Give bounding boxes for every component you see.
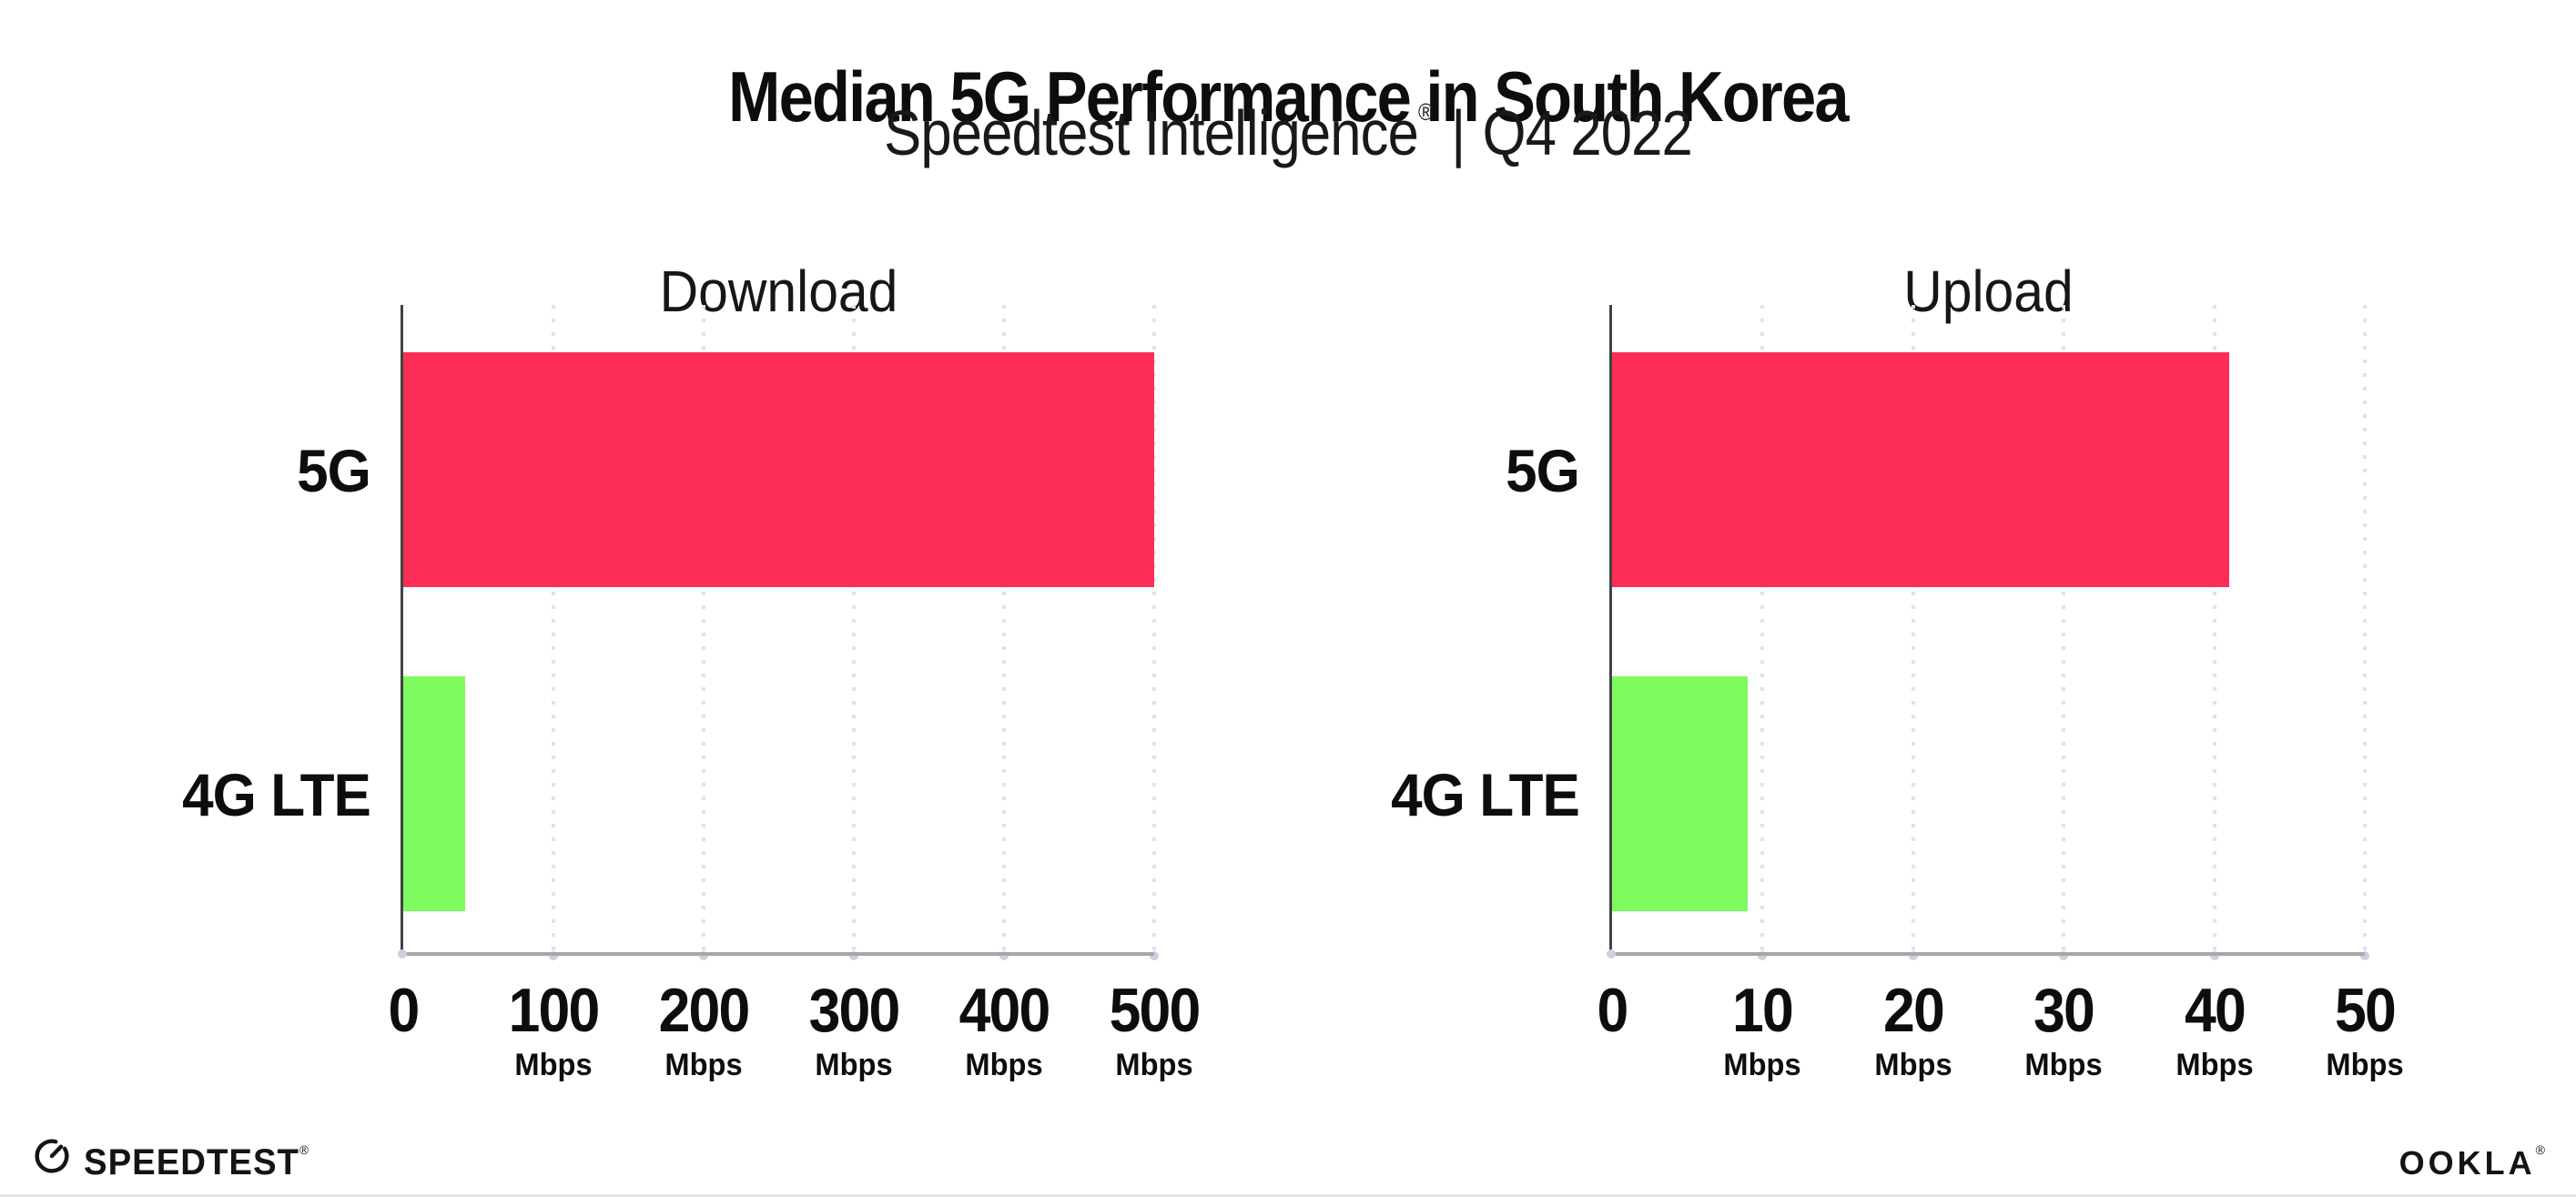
tick-unit: Mbps (2175, 1048, 2254, 1082)
speedtest-gauge-icon (35, 1139, 69, 1173)
tick-value: 20 (1882, 976, 1945, 1045)
tick-unit: Mbps (965, 1048, 1043, 1082)
tick-value: 10 (1732, 976, 1794, 1045)
download-category-label-5g: 5G (297, 437, 371, 504)
download-x-axis-ticks: 0 100 Mbps 200 Mbps 300 Mbps 400 Mbps 50… (389, 979, 1202, 1107)
gridline (2059, 305, 2069, 960)
x-axis-line (398, 949, 1154, 959)
tick-label: 0 (1596, 976, 1629, 1049)
tick-label: 30 Mbps (2023, 979, 2104, 1081)
tick-value: 0 (1597, 976, 1629, 1045)
tick-label: 400 Mbps (955, 979, 1052, 1081)
tick-value: 500 (1109, 976, 1202, 1045)
tick-value: 400 (958, 976, 1051, 1045)
subtitle-brand: Speedtest Intelligence (884, 97, 1419, 168)
bar-5g-download (403, 352, 1154, 587)
speedtest-wordmark-text: SPEEDTEST (84, 1142, 299, 1182)
ookla-wordmark-text: OOKLA (2399, 1143, 2536, 1182)
page-subtitle: Speedtest Intelligence® | Q4 2022 (155, 98, 2421, 168)
registered-trademark-icon: ® (1417, 98, 1434, 126)
subtitle-period: Q4 2022 (1482, 97, 1693, 168)
tick-unit: Mbps (514, 1048, 593, 1082)
tick-unit: Mbps (1723, 1048, 1802, 1082)
y-axis-spine (1609, 305, 1612, 956)
tick-label: 500 Mbps (1105, 979, 1202, 1081)
tick-label: 10 Mbps (1722, 979, 1803, 1081)
gridline (1908, 305, 1918, 960)
gridline (2360, 305, 2369, 960)
gridline (2209, 305, 2219, 960)
gridline (549, 305, 558, 960)
upload-chart-title: Upload (1903, 259, 2074, 325)
upload-plot-area (1607, 305, 2369, 960)
upload-category-label-5g: 5G (1506, 437, 1580, 504)
tick-label: 20 Mbps (1872, 979, 1953, 1081)
gridline (699, 305, 708, 960)
page-title: Median 5G Performance in South Korea (728, 56, 1849, 137)
tick-unit: Mbps (1115, 1048, 1193, 1082)
gridline (1758, 305, 1768, 960)
upload-category-label-4g-lte: 4G LTE (1391, 761, 1580, 828)
download-plot-area (398, 305, 1159, 960)
tick-label: 100 Mbps (504, 979, 602, 1081)
gridline (1150, 305, 1159, 960)
tick-value: 0 (388, 976, 421, 1045)
tick-label: 50 Mbps (2325, 979, 2406, 1081)
tick-unit: Mbps (2326, 1048, 2404, 1082)
bar-5g-upload (1612, 352, 2230, 587)
ookla-wordmark: OOKLA® (2399, 1131, 2545, 1182)
bar-4g-lte-upload (1612, 676, 1748, 911)
tick-label: 200 Mbps (654, 979, 752, 1081)
bar-4g-lte-download (403, 676, 465, 911)
tick-value: 30 (2033, 976, 2095, 1045)
tick-value: 50 (2335, 976, 2397, 1045)
tick-value: 40 (2184, 976, 2246, 1045)
download-category-label-4g-lte: 4G LTE (182, 761, 371, 828)
tick-value: 100 (508, 976, 601, 1045)
registered-trademark-icon: ® (2535, 1141, 2545, 1157)
tick-unit: Mbps (664, 1048, 743, 1082)
tick-unit: Mbps (1874, 1048, 1952, 1082)
speedtest-wordmark: SPEEDTEST® (84, 1130, 309, 1182)
y-axis-spine (401, 305, 403, 956)
x-axis-line (1607, 949, 2365, 959)
subtitle-separator: | (1451, 97, 1465, 168)
tick-unit: Mbps (815, 1048, 893, 1082)
registered-trademark-icon: ® (299, 1142, 309, 1157)
speedtest-logo: SPEEDTEST® (31, 1134, 318, 1182)
bottom-edge-divider (0, 1194, 2576, 1197)
tick-label: 40 Mbps (2174, 979, 2255, 1081)
gridline (999, 305, 1009, 960)
upload-x-axis-ticks: 0 10 Mbps 20 Mbps 30 Mbps 40 Mbps 50 Mbp… (1597, 979, 2404, 1107)
tick-unit: Mbps (2024, 1048, 2103, 1082)
download-chart-title: Download (659, 259, 898, 325)
tick-label: 0 (387, 976, 421, 1049)
tick-label: 300 Mbps (805, 979, 902, 1081)
tick-value: 300 (808, 976, 901, 1045)
tick-value: 200 (658, 976, 751, 1045)
gridline (849, 305, 858, 960)
ookla-logo: OOKLA® (2399, 1136, 2545, 1182)
